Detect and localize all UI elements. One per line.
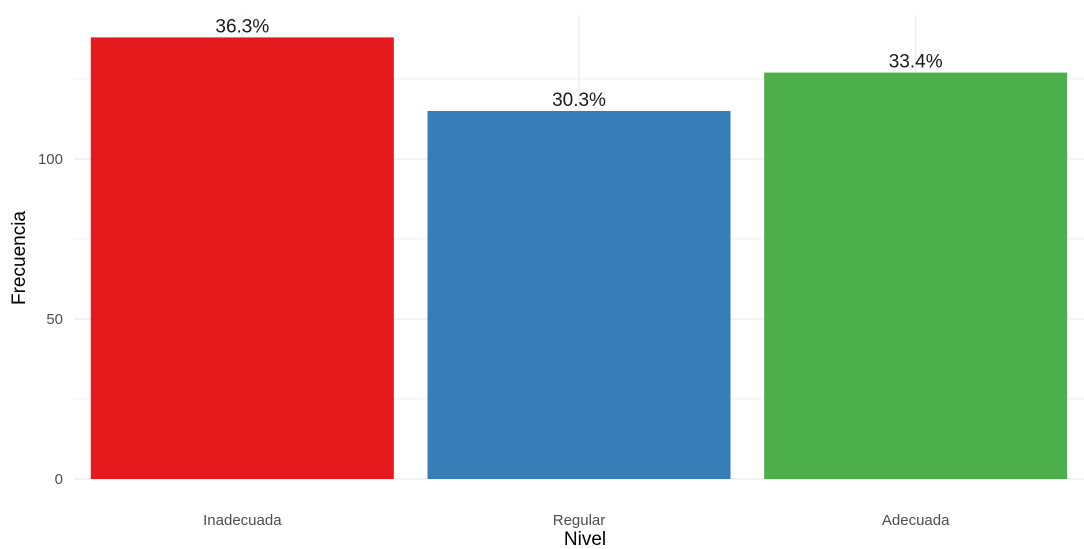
bar-inadecuada	[90, 37, 394, 480]
data-labels: 36.3% 30.3% 33.4%	[215, 16, 942, 111]
bars	[90, 37, 1068, 480]
y-axis-title: Frecuencia	[9, 211, 30, 305]
bar-adecuada	[764, 72, 1068, 479]
x-tick-label-adecuada: Adecuada	[882, 512, 950, 529]
data-label-regular: 30.3%	[552, 90, 606, 111]
x-axis-ticks: Inadecuada Regular Adecuada	[203, 512, 950, 529]
x-tick-label-inadecuada: Inadecuada	[203, 512, 282, 529]
x-tick-label-regular: Regular	[553, 512, 606, 529]
data-label-adecuada: 33.4%	[889, 52, 943, 73]
bar-regular	[427, 111, 731, 479]
y-tick-label: 0	[55, 471, 63, 488]
y-axis-ticks: 0 50 100	[38, 151, 63, 488]
x-axis-title: Nivel	[564, 529, 606, 549]
data-label-inadecuada: 36.3%	[215, 16, 269, 37]
y-tick-label: 100	[38, 151, 63, 168]
y-tick-label: 50	[46, 311, 63, 328]
